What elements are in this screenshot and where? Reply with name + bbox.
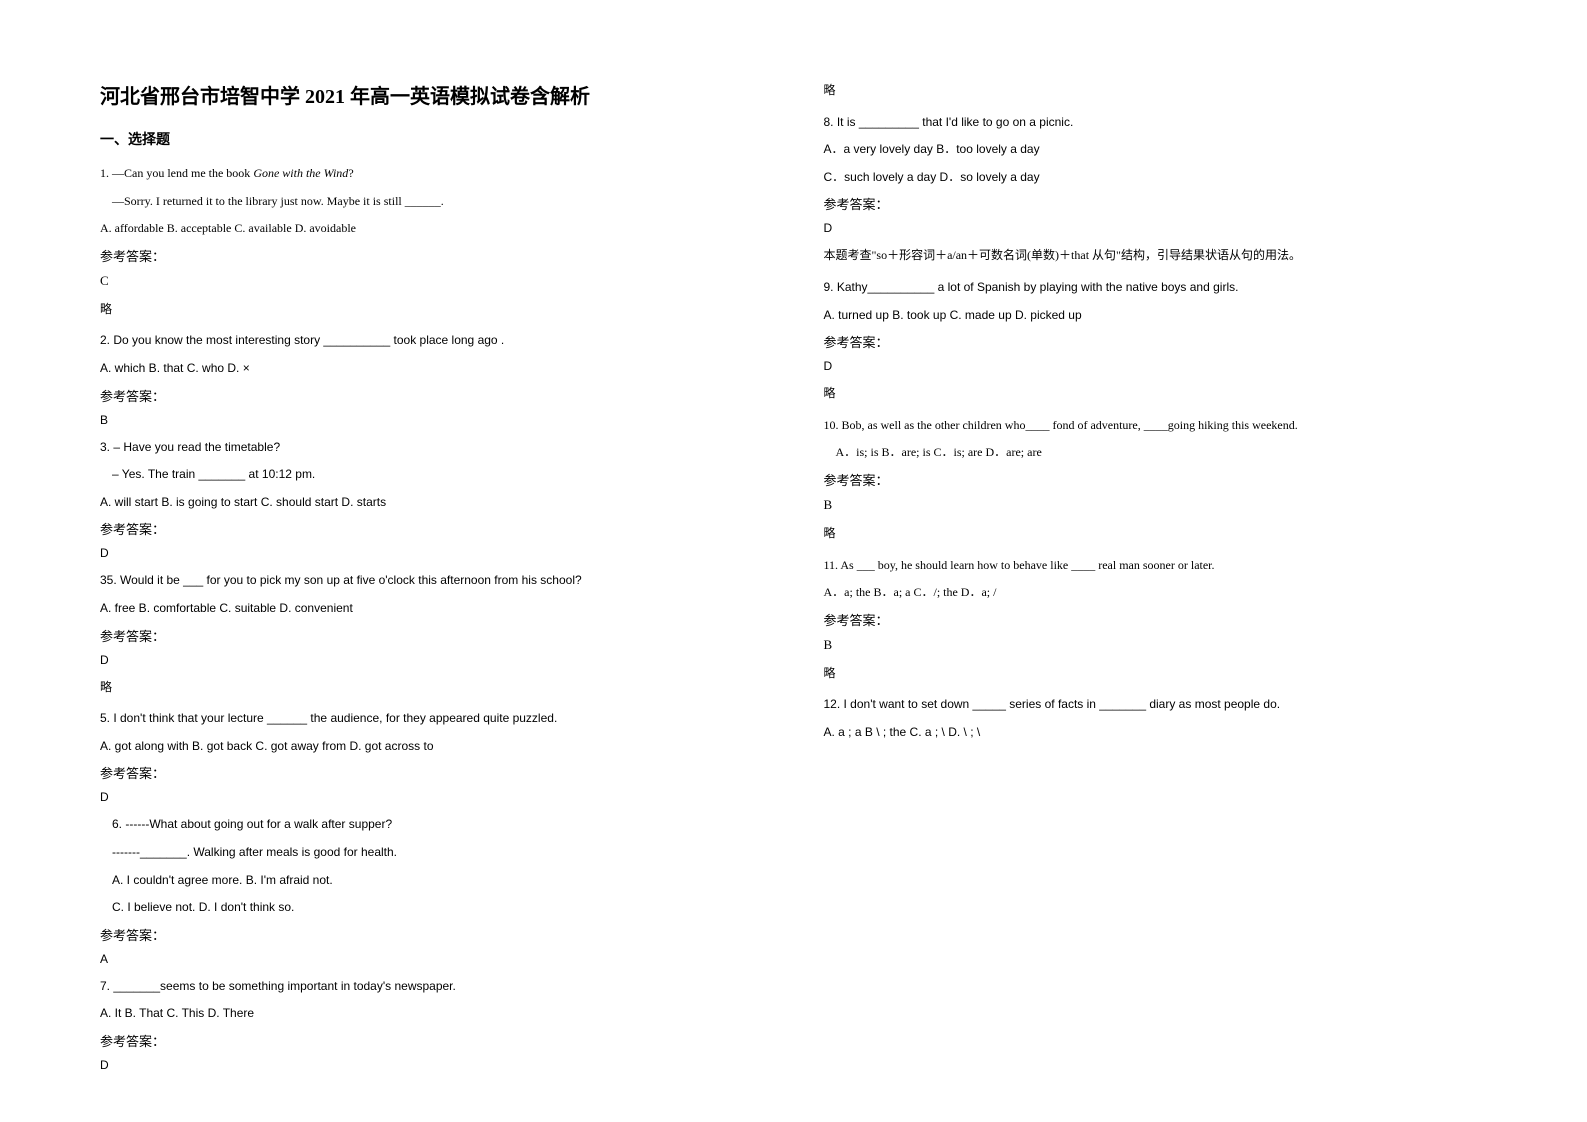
q1-answer-label: 参考答案： xyxy=(100,246,764,265)
q4-omit: 略 xyxy=(100,677,764,699)
exam-title: 河北省邢台市培智中学 2021 年高一英语模拟试卷含解析 xyxy=(100,80,764,109)
q2-answer: B xyxy=(100,413,764,427)
q8-answer-label: 参考答案： xyxy=(824,194,1488,213)
q7-answer-label: 参考答案： xyxy=(100,1031,764,1050)
q1-choices: A. affordable B. acceptable C. available… xyxy=(100,218,764,240)
q3-answer: D xyxy=(100,546,764,560)
q10-answer: B xyxy=(824,497,1488,513)
question-2: 2. Do you know the most interesting stor… xyxy=(100,330,764,426)
q10-answer-label: 参考答案： xyxy=(824,470,1488,489)
q11-line1: 11. As ___ boy, he should learn how to b… xyxy=(824,555,1488,577)
q11-choices: A．a; the B．a; a C．/; the D．a; / xyxy=(824,582,1488,604)
q7-omit: 略 xyxy=(824,80,1488,102)
q1-omit: 略 xyxy=(100,299,764,321)
q11-answer-label: 参考答案： xyxy=(824,610,1488,629)
q10-choices: A．is; is B．are; is C．is; are D．are; are xyxy=(824,442,1488,464)
q1-line1b: ? xyxy=(348,166,353,180)
question-6: 6. ------What about going out for a walk… xyxy=(100,814,764,965)
q6-line1: 6. ------What about going out for a walk… xyxy=(100,814,764,836)
question-9: 9. Kathy__________ a lot of Spanish by p… xyxy=(824,277,1488,405)
question-11: 11. As ___ boy, he should learn how to b… xyxy=(824,555,1488,685)
q8-choices2: C．such lovely a day D．so lovely a day xyxy=(824,167,1488,189)
q9-choices: A. turned up B. took up C. made up D. pi… xyxy=(824,305,1488,327)
q9-answer: D xyxy=(824,359,1488,373)
q7-answer: D xyxy=(100,1058,764,1072)
q2-choices: A. which B. that C. who D. × xyxy=(100,358,764,380)
question-5: 5. I don't think that your lecture _____… xyxy=(100,708,764,804)
q7-line1: 7. _______seems to be something importan… xyxy=(100,976,764,998)
q8-line1: 8. It is _________ that I'd like to go o… xyxy=(824,112,1488,134)
q5-answer-label: 参考答案： xyxy=(100,763,764,782)
q8-answer: D xyxy=(824,221,1488,235)
q6-choices1: A. I couldn't agree more. B. I'm afraid … xyxy=(100,870,764,892)
q4-line1: 35. Would it be ___ for you to pick my s… xyxy=(100,570,764,592)
q1-line2: —Sorry. I returned it to the library jus… xyxy=(100,191,764,213)
q3-line2: – Yes. The train _______ at 10:12 pm. xyxy=(100,464,764,486)
q10-omit: 略 xyxy=(824,523,1488,545)
q3-choices: A. will start B. is going to start C. sh… xyxy=(100,492,764,514)
q1-italic: Gone with the Wind xyxy=(253,166,348,180)
q6-choices2: C. I believe not. D. I don't think so. xyxy=(100,897,764,919)
question-10: 10. Bob, as well as the other children w… xyxy=(824,415,1488,545)
q9-line1: 9. Kathy__________ a lot of Spanish by p… xyxy=(824,277,1488,299)
q9-omit: 略 xyxy=(824,383,1488,405)
q7-choices: A. It B. That C. This D. There xyxy=(100,1003,764,1025)
q3-line1: 3. – Have you read the timetable? xyxy=(100,437,764,459)
q10-line1: 10. Bob, as well as the other children w… xyxy=(824,415,1488,437)
section-heading: 一、选择题 xyxy=(100,129,764,149)
question-4: 35. Would it be ___ for you to pick my s… xyxy=(100,570,764,698)
q9-answer-label: 参考答案： xyxy=(824,332,1488,351)
q4-choices: A. free B. comfortable C. suitable D. co… xyxy=(100,598,764,620)
q11-answer: B xyxy=(824,637,1488,653)
question-12: 12. I don't want to set down _____ serie… xyxy=(824,694,1488,743)
question-1: 1. —Can you lend me the book Gone with t… xyxy=(100,163,764,320)
q5-line1: 5. I don't think that your lecture _____… xyxy=(100,708,764,730)
q4-answer-label: 参考答案： xyxy=(100,626,764,645)
q6-answer-label: 参考答案： xyxy=(100,925,764,944)
question-8: 8. It is _________ that I'd like to go o… xyxy=(824,112,1488,267)
q12-choices: A. a ; a B \ ; the C. a ; \ D. \ ; \ xyxy=(824,722,1488,744)
q6-answer: A xyxy=(100,952,764,966)
q5-choices: A. got along with B. got back C. got awa… xyxy=(100,736,764,758)
q3-answer-label: 参考答案： xyxy=(100,519,764,538)
q5-answer: D xyxy=(100,790,764,804)
q1-line1: 1. —Can you lend me the book xyxy=(100,166,253,180)
q11-omit: 略 xyxy=(824,663,1488,685)
q1-answer: C xyxy=(100,273,764,289)
q4-answer: D xyxy=(100,653,764,667)
q8-choices1: A．a very lovely day B．too lovely a day xyxy=(824,139,1488,161)
question-3: 3. – Have you read the timetable? – Yes.… xyxy=(100,437,764,561)
q2-line1: 2. Do you know the most interesting stor… xyxy=(100,330,764,352)
q8-explanation: 本题考查"so＋形容词＋a/an＋可数名词(单数)＋that 从句"结构，引导结… xyxy=(824,245,1488,267)
q12-line1: 12. I don't want to set down _____ serie… xyxy=(824,694,1488,716)
q6-line2: -------_______. Walking after meals is g… xyxy=(100,842,764,864)
q2-answer-label: 参考答案： xyxy=(100,386,764,405)
